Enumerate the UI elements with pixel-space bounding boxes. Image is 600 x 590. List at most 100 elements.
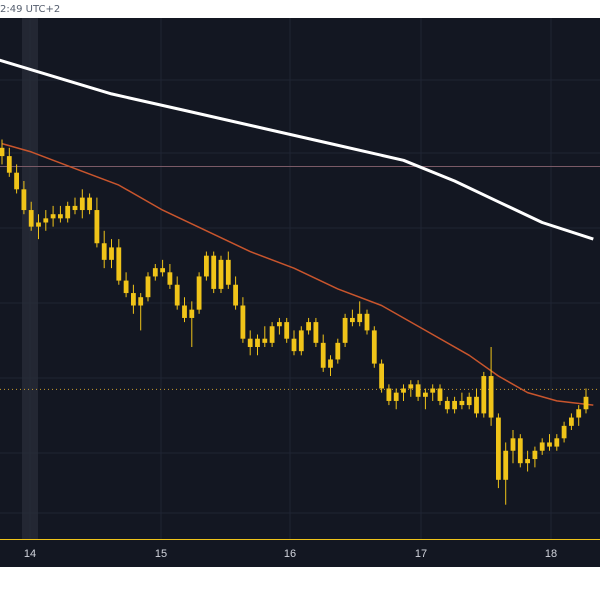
candle[interactable] [123, 272, 129, 298]
candle[interactable] [335, 338, 341, 364]
grid-lines [0, 18, 600, 539]
candle-body [145, 276, 151, 298]
candle[interactable] [131, 284, 136, 314]
candle[interactable] [342, 313, 348, 347]
candle[interactable] [58, 205, 63, 223]
candle[interactable] [379, 359, 384, 393]
candle-body [240, 305, 246, 339]
candle[interactable] [152, 264, 158, 281]
candle[interactable] [255, 334, 260, 356]
candle-body [532, 450, 538, 460]
candle-body [415, 384, 421, 397]
session-highlight [22, 18, 38, 539]
candle[interactable] [218, 255, 224, 294]
candle[interactable] [211, 251, 217, 294]
candle[interactable] [306, 317, 311, 335]
candle[interactable] [408, 380, 414, 397]
candle[interactable] [167, 264, 173, 289]
candle[interactable] [466, 392, 472, 410]
candle[interactable] [328, 355, 333, 377]
candle[interactable] [262, 326, 268, 347]
candle-body [496, 417, 501, 480]
candle[interactable] [43, 210, 49, 231]
candle[interactable] [284, 317, 290, 343]
candle[interactable] [196, 272, 202, 314]
candle[interactable] [474, 388, 479, 418]
candle[interactable] [364, 309, 370, 335]
candle[interactable] [386, 384, 392, 406]
candle[interactable] [415, 380, 421, 401]
chart-panel[interactable]: 14 15 16 17 18 [0, 18, 600, 567]
candle[interactable] [576, 405, 582, 426]
candle[interactable] [145, 272, 151, 302]
candle[interactable] [174, 276, 180, 310]
candle[interactable] [160, 259, 165, 277]
candlestick-series[interactable] [0, 139, 589, 505]
candle[interactable] [0, 139, 5, 165]
candle[interactable] [503, 442, 509, 505]
candle[interactable] [87, 193, 92, 215]
candle[interactable] [79, 189, 85, 219]
candle[interactable] [350, 309, 355, 327]
candle[interactable] [561, 421, 567, 443]
candle[interactable] [277, 317, 282, 335]
candle[interactable] [488, 347, 494, 426]
candle[interactable] [65, 201, 71, 223]
candle[interactable] [101, 230, 107, 269]
candle[interactable] [313, 317, 319, 347]
candle-body [576, 409, 582, 418]
candle[interactable] [496, 413, 501, 489]
candle-body [0, 147, 5, 157]
candle[interactable] [72, 197, 78, 215]
candle[interactable] [393, 388, 399, 410]
candle-body [488, 376, 494, 418]
candle[interactable] [14, 164, 19, 194]
candle[interactable] [204, 251, 209, 281]
candle[interactable] [401, 384, 406, 401]
candle[interactable] [240, 297, 246, 343]
candle[interactable] [182, 297, 187, 323]
candle[interactable] [437, 384, 443, 406]
candle[interactable] [481, 371, 487, 418]
candle[interactable] [247, 330, 253, 356]
candle-body [335, 342, 341, 360]
candle[interactable] [517, 434, 523, 468]
candle[interactable] [291, 330, 297, 356]
candle[interactable] [116, 239, 122, 285]
candle[interactable] [532, 446, 538, 468]
candle[interactable] [21, 181, 27, 215]
price-chart[interactable]: 14 15 16 17 18 [0, 18, 600, 567]
candle[interactable] [569, 413, 574, 430]
candle[interactable] [525, 450, 530, 472]
candle[interactable] [225, 251, 231, 289]
candle[interactable] [269, 322, 275, 347]
candle[interactable] [109, 239, 114, 269]
candle[interactable] [36, 214, 41, 240]
clock-readout: 2:49 UTC+2 [0, 4, 61, 15]
candle-body [123, 280, 129, 294]
candle[interactable] [189, 301, 195, 347]
candle[interactable] [50, 205, 56, 227]
candle[interactable] [371, 326, 377, 368]
candle[interactable] [28, 201, 34, 231]
candle[interactable] [357, 301, 363, 327]
candle[interactable] [452, 396, 457, 414]
candle[interactable] [298, 326, 304, 356]
candle[interactable] [554, 434, 560, 451]
candle[interactable] [320, 334, 326, 372]
candle[interactable] [423, 388, 428, 410]
candle[interactable] [539, 438, 545, 455]
candle[interactable] [510, 430, 516, 464]
candle[interactable] [547, 434, 552, 451]
candle[interactable] [138, 293, 144, 331]
candle[interactable] [444, 396, 450, 414]
candle[interactable] [233, 276, 238, 310]
candle[interactable] [459, 392, 465, 410]
candle-body [554, 438, 560, 447]
candle-body [474, 396, 479, 414]
candle[interactable] [583, 388, 589, 414]
candle[interactable] [94, 197, 100, 248]
candle[interactable] [430, 384, 436, 401]
candle[interactable] [6, 147, 12, 177]
candle-body [72, 205, 78, 211]
